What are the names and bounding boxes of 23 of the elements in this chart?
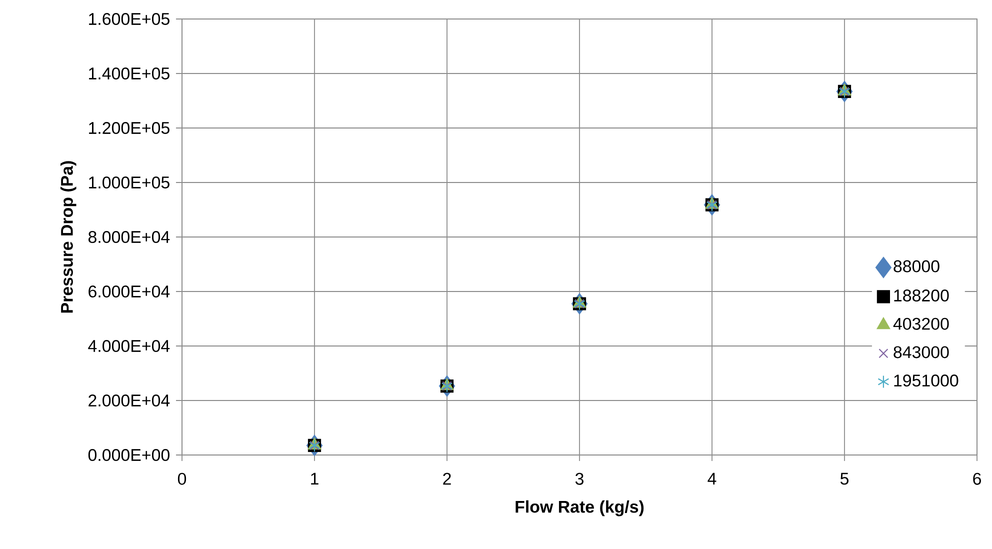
legend-label: 1951000: [894, 374, 958, 387]
x-tick-label: 3: [575, 472, 584, 485]
y-tick-label: 0.000E+00: [88, 449, 170, 461]
legend-label: 403200: [893, 318, 949, 330]
legend-label: 843000: [894, 346, 949, 358]
x-tick-label: 2: [443, 472, 451, 485]
x-tick-label: 1: [311, 472, 318, 484]
legend-label: 88000: [894, 260, 940, 272]
y-tick-label: 4.000E+04: [88, 340, 170, 352]
y-tick-label: 1.600E+05: [89, 12, 170, 25]
x-axis-title: Flow Rate (kg/s): [516, 500, 644, 516]
y-axis-title: Pressure Drop (Pa): [60, 161, 76, 313]
y-tick-label: 2.000E+04: [88, 394, 170, 406]
y-tick-label: 8.000E+04: [88, 231, 170, 243]
y-tick-label: 1.000E+05: [89, 176, 170, 188]
y-tick-label: 1.200E+05: [89, 122, 170, 134]
x-tick-label: 4: [708, 472, 716, 484]
x-tick-label: 0: [178, 472, 186, 485]
y-tick-label: 6.000E+04: [88, 286, 170, 298]
y-tick-label: 1.400E+05: [89, 67, 170, 80]
x-tick-label: 6: [973, 472, 981, 485]
x-tick-label: 5: [840, 472, 848, 485]
legend-label: 188200: [894, 289, 949, 302]
